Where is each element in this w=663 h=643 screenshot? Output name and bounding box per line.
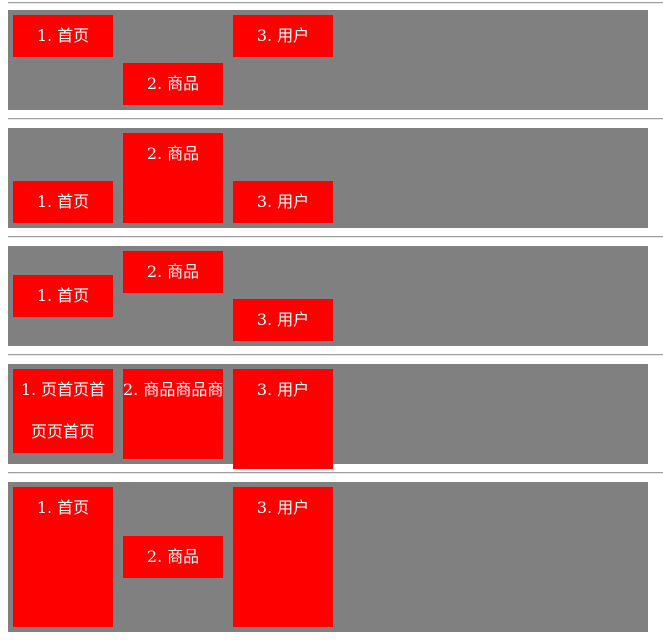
nav-item-home: 1. 首页 bbox=[13, 181, 113, 223]
flex-container-4: 1. 页首页首页页首页 2. 商品商品商 3. 用户 bbox=[8, 364, 648, 469]
nav-item-users: 3. 用户 bbox=[233, 299, 333, 341]
nav-item-users: 3. 用户 bbox=[233, 15, 333, 57]
nav-item-products: 2. 商品商品商 bbox=[123, 369, 223, 459]
divider-3 bbox=[8, 354, 663, 356]
divider-1 bbox=[8, 118, 663, 120]
nav-item-products: 2. 商品 bbox=[123, 251, 223, 293]
flex-container-5: 1. 首页 2. 商品 3. 用户 bbox=[8, 482, 648, 632]
flex-container-2: 1. 首页 2. 商品 3. 用户 bbox=[8, 128, 648, 228]
divider-4 bbox=[8, 472, 663, 474]
top-divider bbox=[8, 2, 663, 4]
nav-item-home: 1. 首页 bbox=[13, 15, 113, 57]
nav-item-products: 2. 商品 bbox=[123, 536, 223, 578]
flex-container-1: 1. 首页 2. 商品 3. 用户 bbox=[8, 10, 648, 110]
flex-container-3: 1. 首页 2. 商品 3. 用户 bbox=[8, 246, 648, 346]
nav-item-users: 3. 用户 bbox=[233, 369, 333, 469]
nav-item-home: 1. 首页 bbox=[13, 487, 113, 627]
nav-item-users: 3. 用户 bbox=[233, 181, 333, 223]
divider-2 bbox=[8, 236, 663, 238]
nav-item-products: 2. 商品 bbox=[123, 133, 223, 223]
nav-item-home: 1. 首页 bbox=[13, 275, 113, 317]
nav-item-users: 3. 用户 bbox=[233, 487, 333, 627]
nav-item-home: 1. 页首页首页页首页 bbox=[13, 369, 113, 453]
nav-item-products: 2. 商品 bbox=[123, 63, 223, 105]
